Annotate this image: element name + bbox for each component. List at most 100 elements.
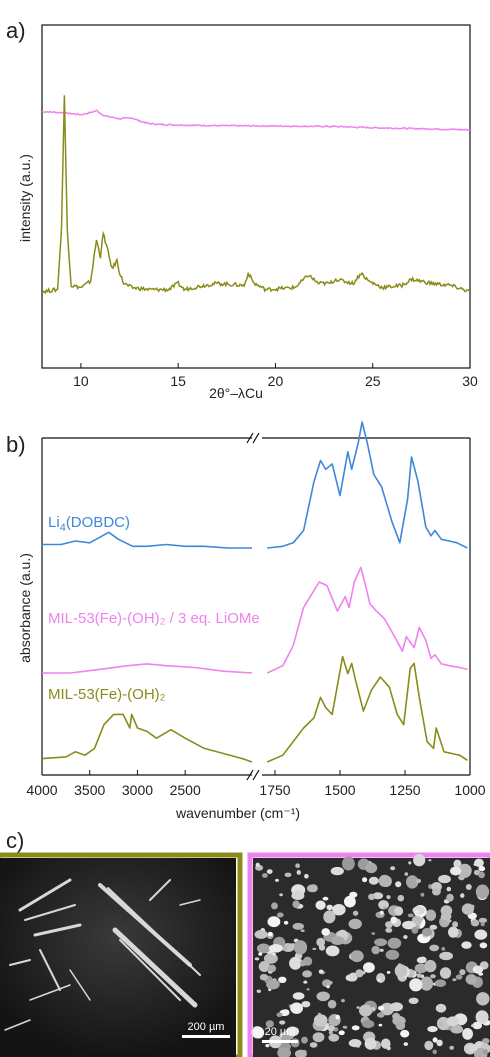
sem-particle	[468, 1044, 478, 1052]
sem-particle	[275, 878, 279, 882]
sem-particle	[434, 979, 447, 987]
panel-a-series	[42, 95, 470, 295]
sem-particle	[470, 919, 480, 927]
sem-particle	[326, 1023, 330, 1026]
sem-particle	[446, 1016, 460, 1027]
sem-particle	[303, 981, 308, 984]
sem-particle	[344, 895, 356, 908]
sem-particle	[359, 1004, 373, 1017]
sem-particle	[394, 906, 404, 916]
sem-particle	[338, 1030, 345, 1036]
sem-particle	[271, 902, 278, 910]
sem-particle	[392, 1012, 401, 1020]
sem-particle	[318, 944, 326, 951]
sem-particle	[408, 861, 412, 865]
sem-particle	[292, 992, 305, 1000]
sem-particle	[438, 874, 451, 884]
sem-particle	[321, 928, 331, 936]
sem-particle	[341, 999, 345, 1003]
sem-particle	[378, 874, 391, 888]
sem-particle	[475, 966, 484, 972]
panel-b-label: b)	[6, 432, 26, 457]
ir-series-1-lo	[266, 566, 468, 674]
sem-particle	[379, 948, 384, 952]
sem-particle	[335, 1014, 340, 1020]
sem-particle	[424, 1040, 434, 1051]
sem-particles	[251, 853, 490, 1057]
sem-particle	[265, 1020, 274, 1028]
sem-particle	[316, 937, 326, 947]
sem-particle	[478, 972, 484, 976]
sem-particle	[462, 1028, 473, 1040]
sem-particle	[395, 881, 402, 888]
sem-particle	[409, 978, 423, 992]
sem-particle	[300, 960, 306, 967]
ir-series-1-hi	[42, 663, 253, 674]
sem-particle	[371, 945, 381, 955]
sem-particle	[390, 1002, 403, 1012]
sem-particle	[390, 866, 396, 871]
sem-particle	[301, 1001, 311, 1008]
sem-particle	[403, 1042, 408, 1046]
sem-particle	[449, 1045, 455, 1050]
sem-particle	[302, 970, 312, 978]
sem-particle	[416, 956, 426, 964]
sem-particle	[406, 875, 419, 889]
sem-particle	[448, 926, 459, 938]
sem-particle	[476, 992, 490, 1006]
panel-c-label: c)	[6, 828, 24, 853]
sem-particle	[432, 887, 441, 896]
sem-particle	[465, 884, 472, 890]
sem-particle	[455, 974, 463, 980]
sem-particle	[416, 973, 422, 978]
sem-particle	[276, 1012, 283, 1018]
sem-particle	[480, 922, 485, 927]
sem-particle	[378, 1023, 383, 1027]
sem-particle	[446, 893, 454, 902]
sem-particle	[408, 997, 419, 1004]
sem-particle	[478, 865, 486, 872]
sem-particle	[272, 952, 276, 956]
sem-particle	[306, 988, 310, 991]
sem-particle	[258, 961, 271, 972]
x-tick-label: 3000	[122, 782, 153, 798]
sem-particle	[253, 1026, 265, 1039]
sem-particle	[453, 859, 462, 868]
sem-particle	[267, 964, 277, 973]
sem-particle	[255, 862, 260, 867]
sem-particle	[254, 957, 260, 961]
sem-particle	[283, 920, 289, 925]
sem-particle	[269, 944, 283, 953]
sem-particle	[403, 935, 408, 939]
sem-particle	[309, 884, 318, 893]
sem-particle	[267, 916, 281, 928]
sem-particle	[325, 945, 340, 957]
sem-particle	[313, 1014, 328, 1027]
sem-particle	[327, 999, 337, 1009]
sem-particle	[407, 913, 414, 918]
sem-particle	[309, 1042, 318, 1048]
sem-particle	[278, 976, 287, 983]
sem-particle	[452, 921, 459, 928]
sem-particle	[263, 953, 278, 964]
sem-particle	[279, 893, 283, 897]
sem-particle	[430, 974, 436, 979]
panel-a-label: a)	[6, 18, 26, 43]
sem-particle	[330, 936, 345, 945]
sem-particle	[379, 910, 384, 915]
sem-particle	[292, 890, 304, 900]
ir-series-2-lo	[266, 655, 468, 763]
sem-particle	[425, 909, 437, 921]
ir-series-0-hi	[42, 531, 252, 549]
x-tick-label: 10	[73, 373, 89, 389]
sem-particle	[472, 1021, 483, 1030]
sem-particle	[461, 903, 474, 915]
sem-particle	[475, 884, 490, 899]
series-label-li4dobdc: Li4(DOBDC)	[48, 514, 130, 534]
panel-b-frame	[41, 437, 471, 776]
sem-particle	[267, 932, 273, 937]
sem-particle	[356, 1006, 360, 1009]
sem-particle	[316, 991, 330, 1002]
sem-particle	[478, 871, 485, 879]
sem-particle	[385, 949, 400, 960]
